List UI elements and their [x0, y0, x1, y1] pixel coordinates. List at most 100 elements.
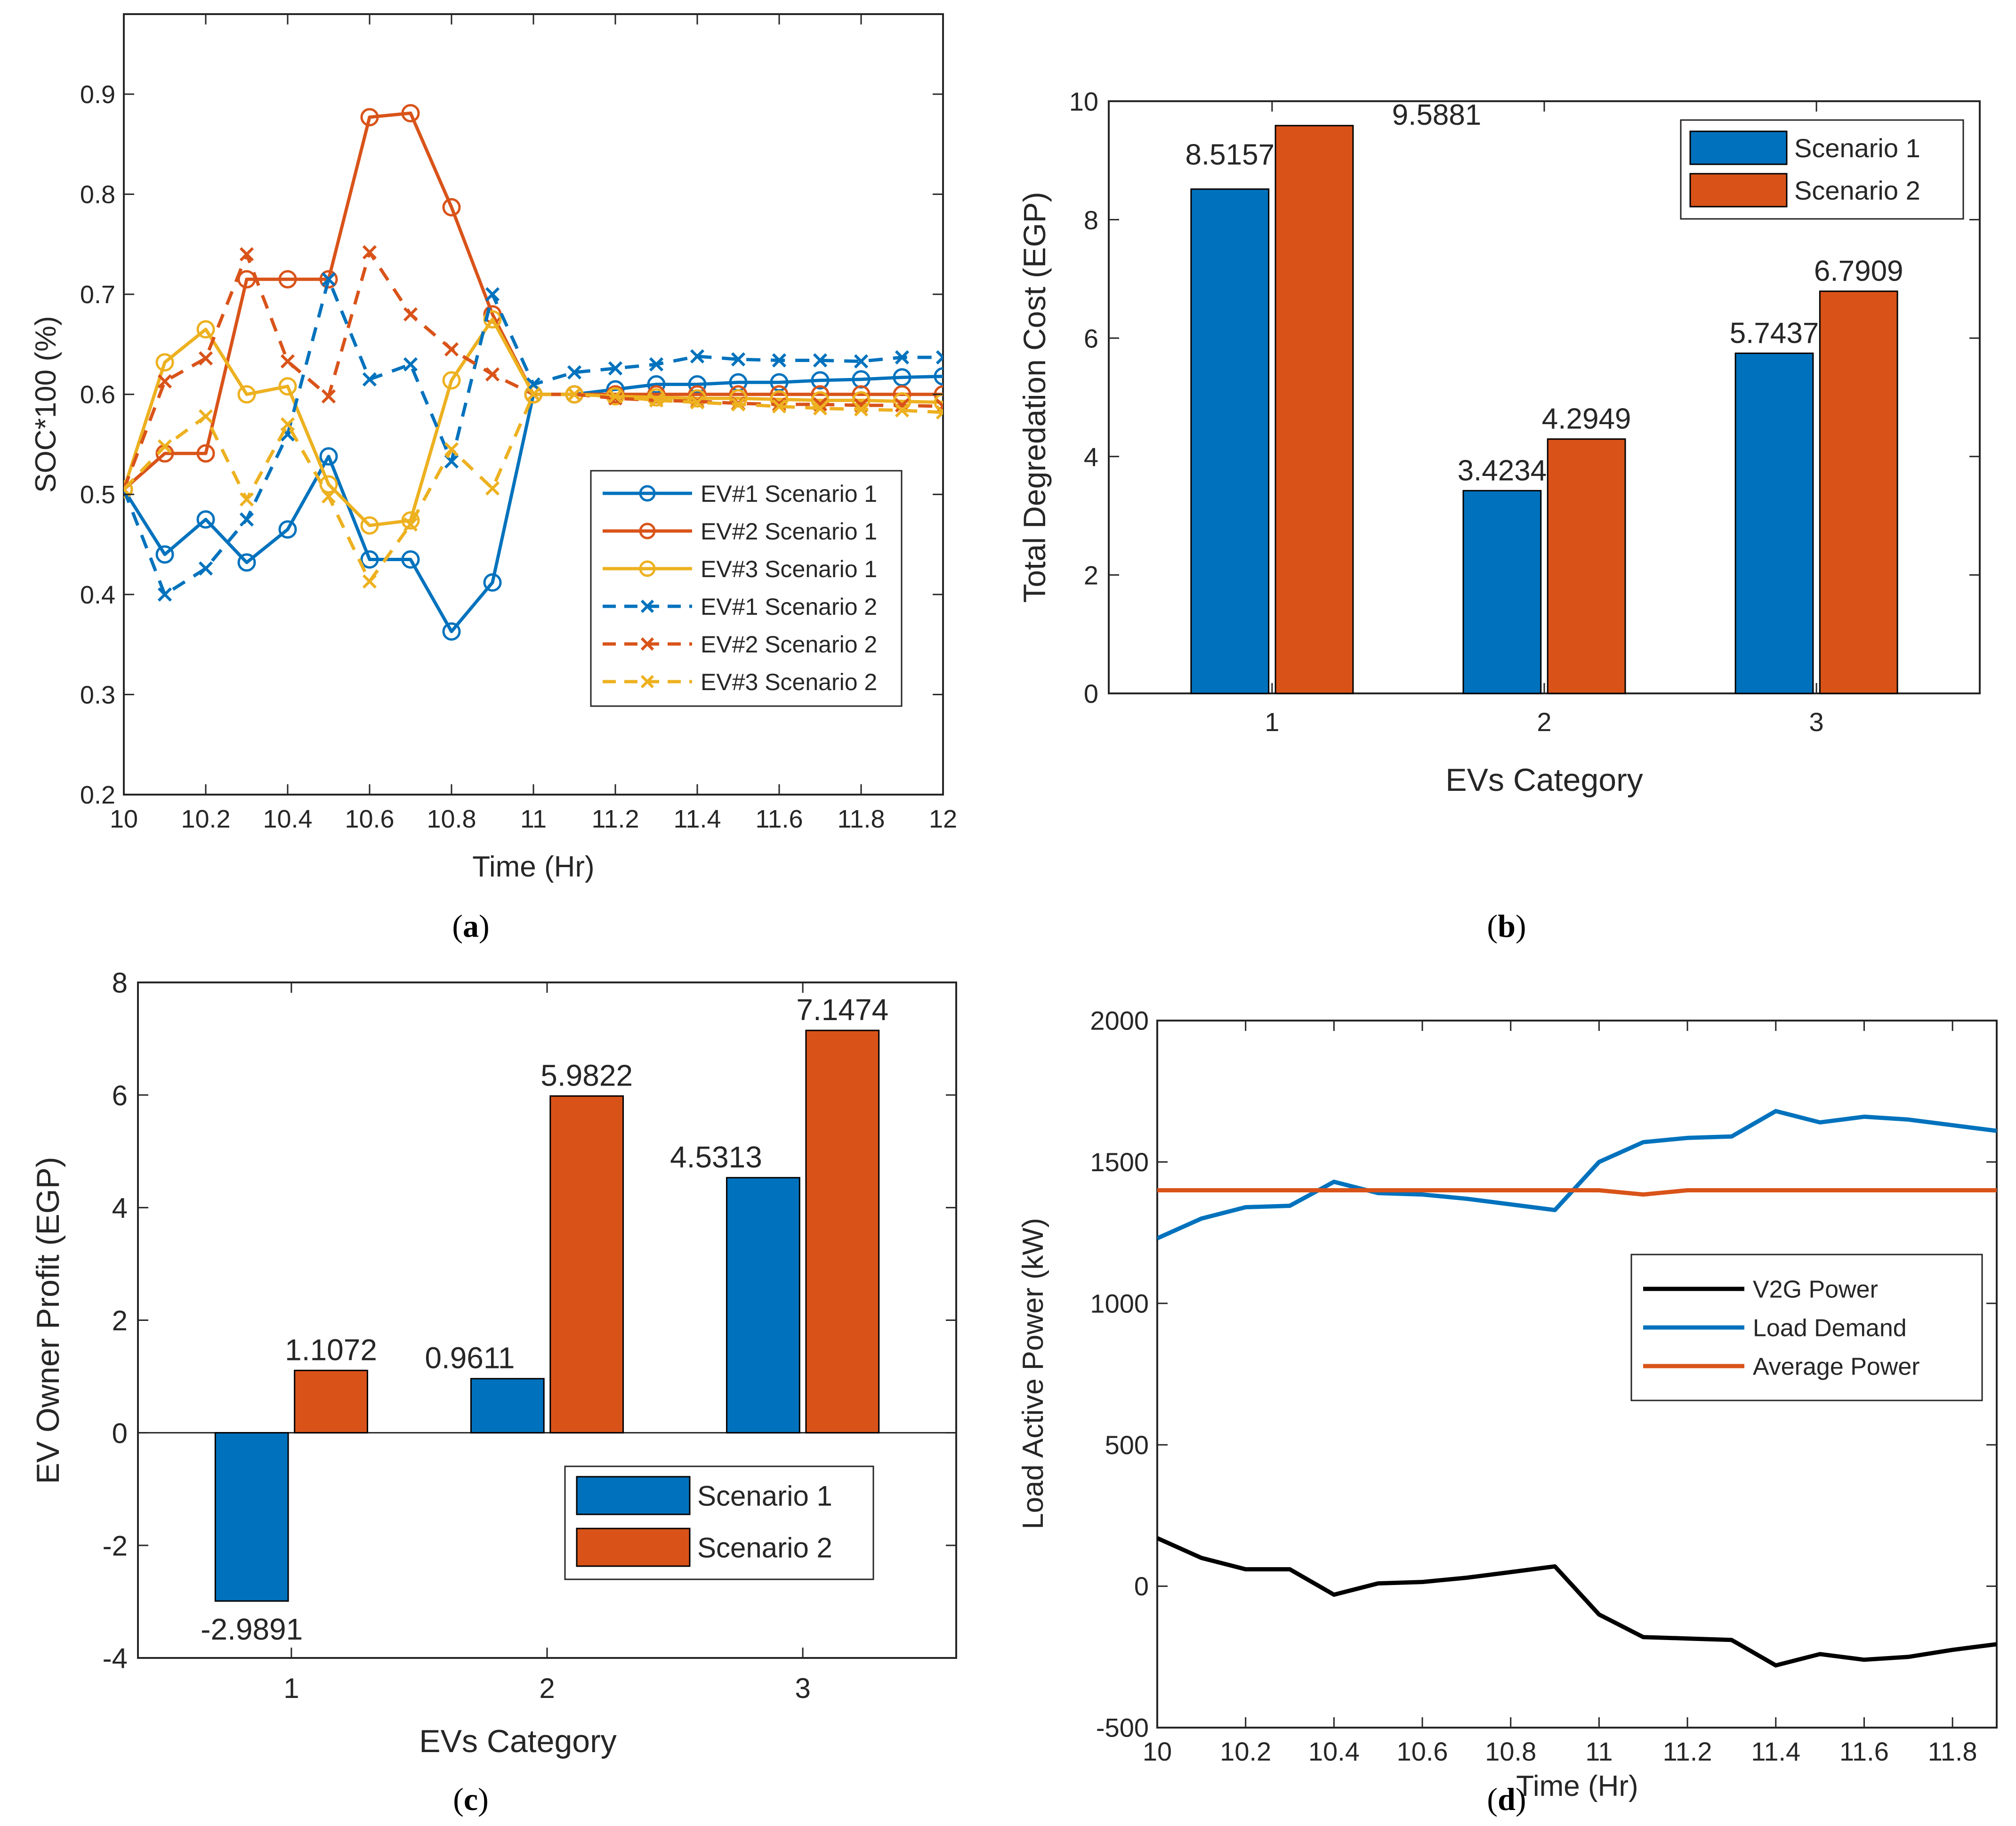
data-point-circle	[483, 310, 502, 329]
legend-label-3: EV#3 Scenario 1	[701, 556, 877, 582]
y-tick-label: 0	[1134, 1571, 1149, 1601]
legend-label-1: V2G Power	[1753, 1276, 1878, 1303]
x-tick-label: 10.2	[1220, 1737, 1271, 1766]
data-point-circle	[196, 320, 215, 339]
data-point-circle	[934, 393, 943, 412]
panel-c-plot-area: -2.9891 0.9611 4.5313 1.1072 5.9822 7.1474	[138, 993, 956, 1646]
y-tick-label: 0.7	[80, 281, 115, 309]
legend-label-2: Scenario 2	[697, 1532, 832, 1564]
x-tick-label: 11	[520, 805, 547, 833]
data-point-circle	[401, 511, 420, 530]
x-tick-label: 10	[1143, 1737, 1172, 1766]
panel-b-legend: Scenario 1 Scenario 2	[1680, 119, 1964, 220]
bar-s2-cat3	[805, 1030, 880, 1434]
data-point-cross	[157, 439, 172, 454]
x-tick-label: 11.8	[1928, 1737, 1977, 1766]
panel-c: -2.9891 0.9611 4.5313 1.1072 5.9822 7.1474 -4…	[30, 967, 957, 1817]
legend-swatch-1	[1689, 130, 1788, 165]
y-tick-label: 2000	[1090, 1006, 1149, 1036]
legend-marker	[639, 560, 656, 577]
data-point-circle	[442, 198, 461, 217]
y-tick-label: 2	[112, 1305, 128, 1336]
data-point-cross	[321, 489, 336, 504]
panel-d-ticks: 10 10.2 10.4 10.6 10.8 11 11.2 11.4 11.6 11.8 -500…	[1090, 1006, 1997, 1766]
data-point-cross	[198, 561, 213, 576]
x-tick-label: 1	[283, 1673, 299, 1704]
data-point-cross	[321, 389, 336, 404]
data-point-cross	[567, 387, 582, 402]
data-point-cross	[280, 354, 295, 369]
data-point-cross	[157, 587, 172, 602]
data-point-circle	[237, 553, 256, 572]
x-tick-label: 1	[1265, 707, 1279, 737]
panel-b-ylabel: Total Degredation Cost (EGP)	[1017, 192, 1052, 603]
data-point-cross	[895, 403, 910, 418]
caption-d: (d)	[1487, 1781, 1526, 1817]
y-tick-label: 2	[1084, 561, 1098, 590]
data-point-circle	[934, 367, 943, 386]
legend-marker	[640, 599, 654, 613]
data-point-cross	[198, 351, 213, 366]
data-point-circle	[360, 516, 379, 535]
caption-c-letter: c	[464, 1781, 478, 1817]
data-point-cross	[935, 350, 943, 365]
data-point-circle	[237, 385, 256, 404]
data-point-cross	[239, 492, 254, 507]
data-point-circle	[155, 353, 174, 372]
data-point-circle	[401, 104, 420, 122]
data-point-cross	[485, 367, 500, 382]
data-point-cross	[198, 409, 213, 424]
x-tick-label: 10.8	[1485, 1737, 1536, 1766]
data-point-cross	[362, 372, 377, 386]
data-label-s1-cat1: -2.9891	[201, 1612, 303, 1646]
data-point-cross	[157, 374, 172, 389]
data-point-cross	[567, 365, 582, 380]
data-point-cross	[690, 349, 705, 364]
data-label-s1-cat2: 3.4234	[1458, 454, 1547, 487]
legend-label-2: Scenario 2	[1794, 176, 1920, 205]
panel-b-xlabel: EVs Category	[1445, 762, 1643, 798]
bar-s1-cat2	[1462, 490, 1542, 694]
data-point-cross	[895, 350, 910, 365]
legend-label-5: EV#2 Scenario 2	[701, 631, 877, 658]
data-point-cross	[772, 353, 787, 368]
caption-a-letter: a	[463, 908, 479, 944]
y-tick-label: 4	[112, 1192, 128, 1224]
panel-c-legend: Scenario 1 Scenario 2	[564, 1465, 874, 1580]
data-point-cross	[403, 517, 418, 532]
caption-a: (a)	[452, 908, 489, 944]
y-tick-label: 8	[1084, 205, 1098, 235]
x-tick-label: 10	[110, 805, 138, 833]
data-point-cross	[403, 357, 418, 372]
x-tick-label: 11.2	[1663, 1737, 1712, 1766]
x-tick-label: 11.4	[1751, 1737, 1800, 1766]
panel-b-plot-area: 8.5157 3.4234 5.7437 9.5881 4.2949 6.7909	[1185, 99, 1903, 694]
panel-a-legend-box	[590, 470, 903, 707]
x-tick-label: 10.4	[263, 805, 312, 833]
data-point-circle	[360, 550, 379, 569]
data-point-circle	[811, 371, 830, 390]
data-point-cross	[772, 397, 787, 412]
data-point-cross	[935, 399, 943, 414]
panel-d-xlabel: Time (Hr)	[1516, 1770, 1638, 1802]
series-line-6	[124, 393, 943, 583]
data-point-cross	[485, 481, 500, 496]
data-point-circle	[483, 573, 502, 592]
bar-s1-cat3	[726, 1177, 800, 1434]
data-point-circle	[278, 520, 297, 539]
data-label-s2-cat2: 4.2949	[1542, 403, 1631, 435]
data-point-cross	[649, 393, 664, 408]
x-tick-label: 10.6	[1397, 1737, 1448, 1766]
panel-d-ylabel: Load Active Power (kW)	[1017, 1218, 1049, 1529]
y-tick-label: -500	[1096, 1713, 1149, 1743]
data-point-circle	[647, 375, 666, 394]
bar-s1-cat3	[1734, 352, 1814, 694]
bar-s1-cat1	[214, 1432, 289, 1602]
caption-b: (b)	[1487, 908, 1526, 944]
data-point-circle	[442, 371, 461, 390]
panel-a: 10 10.2 10.4 10.6 10.8 11 11.2 11.4 11.6 11.8 12 0.…	[30, 13, 957, 944]
y-tick-label: 0.6	[80, 381, 115, 409]
data-point-cross	[444, 342, 459, 357]
y-tick-label: 1500	[1090, 1147, 1149, 1177]
